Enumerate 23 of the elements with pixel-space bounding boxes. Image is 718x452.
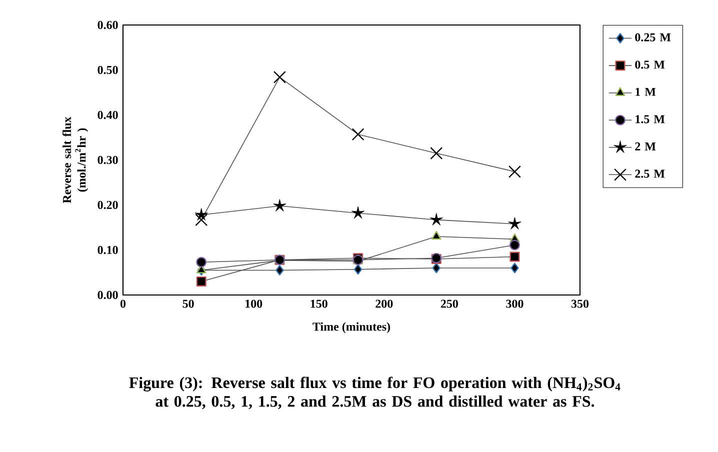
legend-label: 2.5 M — [635, 170, 665, 178]
x-tick-label: 50 — [182, 300, 194, 308]
x-tick-label: 350 — [571, 300, 589, 308]
x-tick-label: 100 — [246, 300, 262, 308]
legend-label: 0.5 M — [635, 60, 665, 69]
legend-label: 0.25 M — [635, 33, 671, 42]
y-tick-label: 0.40 — [98, 110, 118, 120]
y-tick-label: 0.00 — [98, 290, 118, 300]
y-tick-label: 0.20 — [98, 200, 118, 210]
y-tick-label: 0.60 — [98, 20, 118, 30]
chart-title: Figure (3): Reverse salt flux vs time for FO operation with (NH$_{4}$)$_{2}$SO$_{4}$ at 0.25, 0.5, 1, 1.5, 2 and 2.5M as DS and distilled water as FS. — [129, 376, 620, 410]
y-tick-label: 0.50 — [98, 66, 118, 74]
y-tick-label: 0.30 — [98, 156, 118, 164]
x-tick-label: 150 — [310, 300, 328, 308]
x-tick-label: 300 — [506, 300, 524, 308]
x-tick-label: 0 — [120, 300, 126, 308]
legend-label: 1.5 M — [636, 115, 665, 124]
x-tick-label: 200 — [376, 300, 393, 308]
legend-label: 1 M — [636, 88, 656, 96]
legend-label: 2 M — [635, 142, 656, 150]
x-tick-label: 250 — [440, 300, 458, 308]
x-axis-title: Time (minutes) — [312, 322, 390, 334]
y-tick-label: 0.10 — [98, 246, 118, 254]
